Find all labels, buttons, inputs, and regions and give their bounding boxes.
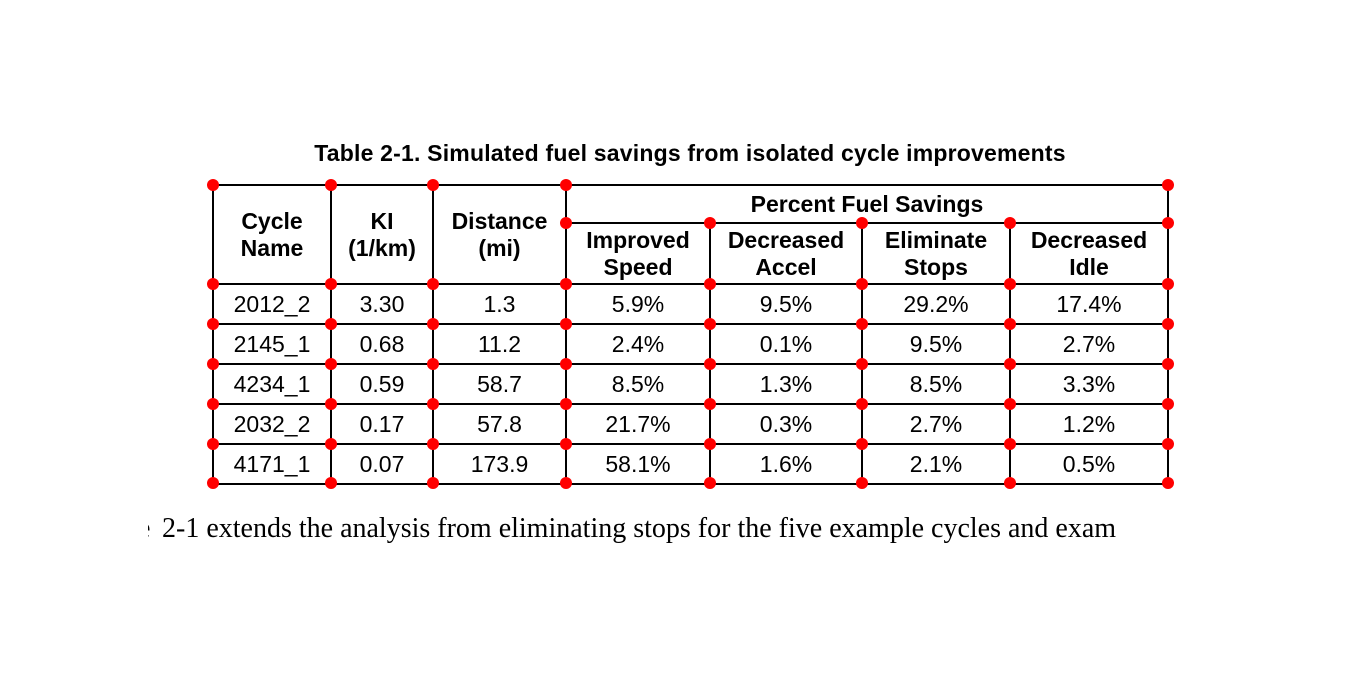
table-cell: 0.1% [709,323,863,365]
table-row: 2032_2 0.17 57.8 21.7% 0.3% 2.7% 1.2% [212,403,1169,445]
table-cell: 5.9% [565,283,711,325]
table-cell: 2145_1 [212,323,332,365]
table-title: Table 2-1. Simulated fuel savings from i… [314,140,1066,166]
table-cell: 0.07 [330,443,434,485]
table-cell: 3.3% [1009,363,1169,405]
table-cell: 29.2% [861,283,1011,325]
table-cell: 21.7% [565,403,711,445]
table-header: Cycle Name KI (1/km) Distance (mi) Perce… [212,184,1169,285]
table-cell: 173.9 [432,443,567,485]
table-cell: 0.5% [1009,443,1169,485]
table-cell: 1.3% [709,363,863,405]
table-cell: 3.30 [330,283,434,325]
table-cell: 4171_1 [212,443,332,485]
group-header-percent-fuel-savings: Percent Fuel Savings [565,184,1169,224]
header-row: Cycle Name KI (1/km) Distance (mi) Perce… [212,184,1169,285]
table-cell: 2.4% [565,323,711,365]
table-cell: 8.5% [861,363,1011,405]
table-cell: 0.3% [709,403,863,445]
table-cell: 57.8 [432,403,567,445]
table-cell: 9.5% [861,323,1011,365]
table-cell: 0.59 [330,363,434,405]
table-cell: 1.2% [1009,403,1169,445]
table-cell: 2.7% [861,403,1011,445]
table-row: 4171_1 0.07 173.9 58.1% 1.6% 2.1% 0.5% [212,443,1169,485]
column-header-decreased-accel: Decreased Accel [709,222,863,285]
table-cell: 9.5% [709,283,863,325]
column-header-eliminate-stops: Eliminate Stops [861,222,1011,285]
table-cell: 58.7 [432,363,567,405]
table-row: 2145_1 0.68 11.2 2.4% 0.1% 9.5% 2.7% [212,323,1169,365]
table-row: 2012_2 3.30 1.3 5.9% 9.5% 29.2% 17.4% [212,283,1169,325]
table-cell: 4234_1 [212,363,332,405]
clipped-glyph: e [148,513,154,549]
table-cell: 1.6% [709,443,863,485]
table-cell: 8.5% [565,363,711,405]
column-header-improved-speed: Improved Speed [565,222,711,285]
table-cell: 1.3 [432,283,567,325]
table-cell: 2032_2 [212,403,332,445]
table-cell: 0.68 [330,323,434,365]
table-row: 4234_1 0.59 58.7 8.5% 1.3% 8.5% 3.3% [212,363,1169,405]
body-text: 2-1 extends the analysis from eliminatin… [162,513,1117,544]
column-header-cycle-name: Cycle Name [212,184,332,285]
column-header-decreased-idle: Decreased Idle [1009,222,1169,285]
column-header-ki: KI (1/km) [330,184,434,285]
table-cell: 2.1% [861,443,1011,485]
table-cell: 58.1% [565,443,711,485]
table-cell: 11.2 [432,323,567,365]
table-cell: 17.4% [1009,283,1169,325]
column-header-distance: Distance (mi) [432,184,567,285]
subheader-row: Improved Speed Decreased Accel Eliminate… [213,222,1169,285]
table-cell: 0.17 [330,403,434,445]
fuel-savings-table: Cycle Name KI (1/km) Distance (mi) Perce… [212,184,1169,485]
table-cell: 2012_2 [212,283,332,325]
table-cell: 2.7% [1009,323,1169,365]
table-body: 2012_2 3.30 1.3 5.9% 9.5% 29.2% 17.4% 2145_1 0.6… [212,283,1169,485]
